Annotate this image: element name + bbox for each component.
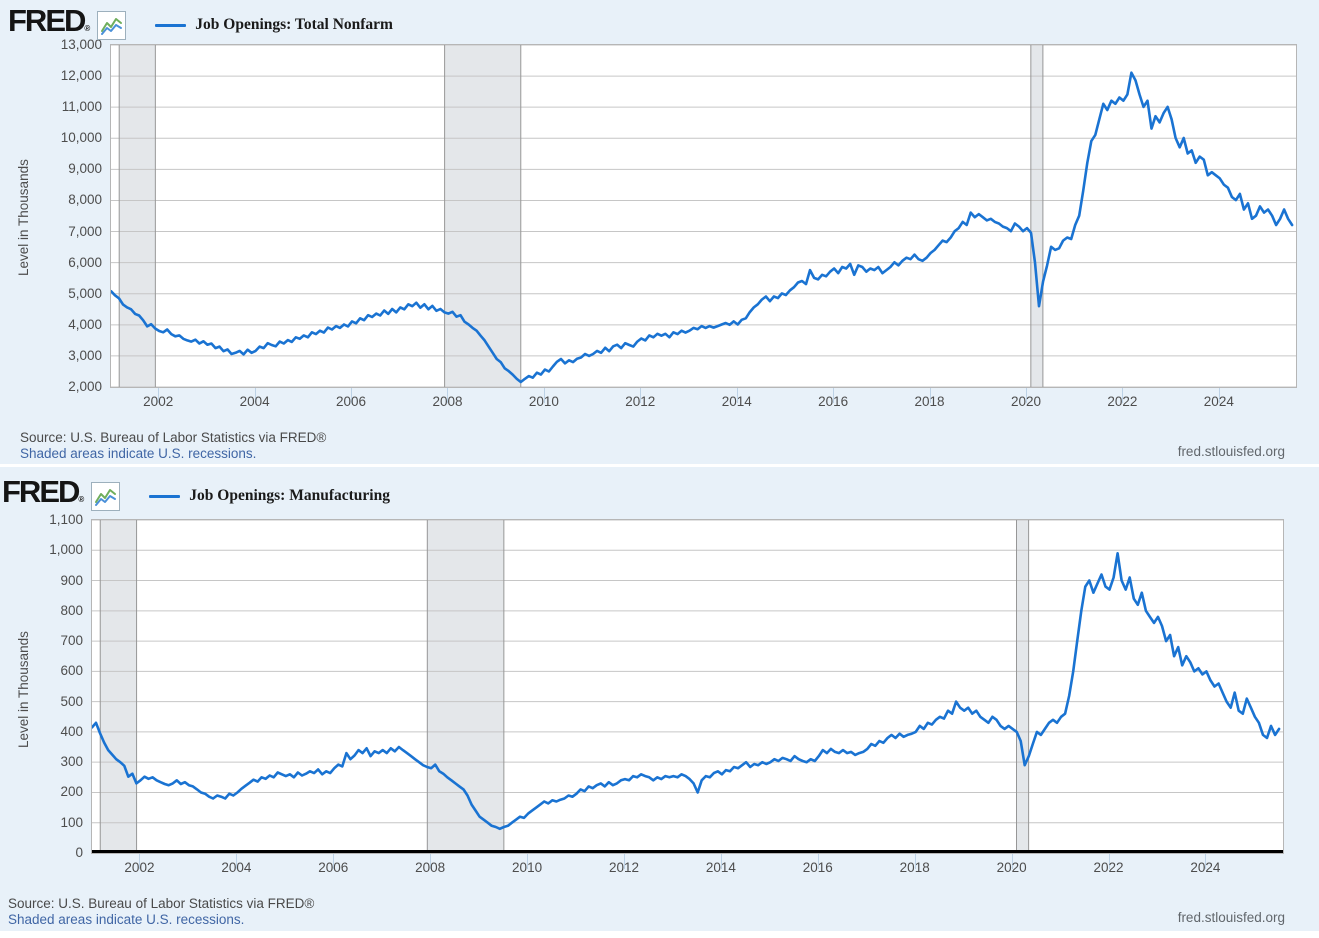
x-tick-mark	[236, 854, 238, 869]
registered-mark: ®	[84, 24, 91, 33]
source-text: Source: U.S. Bureau of Labor Statistics …	[8, 896, 315, 911]
x-tick-label: 2024	[1190, 860, 1221, 875]
x-tick-label: 2018	[914, 394, 945, 409]
legend-line-swatch	[155, 23, 187, 27]
x-tick-mark	[1025, 388, 1027, 403]
y-tick-label: 200	[60, 784, 83, 800]
x-tick-mark	[640, 388, 642, 403]
x-tick-mark	[914, 854, 916, 869]
x-tick-mark	[158, 388, 160, 403]
x-tick-label: 2006	[336, 394, 367, 409]
y-tick-label: 600	[60, 663, 83, 679]
x-tick-label: 2022	[1093, 860, 1124, 875]
x-tick-mark	[254, 388, 256, 403]
x-tick-label: 2008	[415, 860, 446, 875]
chart-panel-manufacturing: FRED® Job Openings: Manufacturing Level …	[0, 467, 1319, 931]
y-tick-label: 400	[60, 723, 83, 739]
y-tick-label: 10,000	[60, 130, 102, 146]
x-tick-mark	[1108, 854, 1110, 869]
fred-logo-link[interactable]: FRED®	[8, 5, 91, 43]
x-tick-label: 2020	[996, 860, 1027, 875]
y-tick-label: 8,000	[68, 192, 102, 208]
y-tick-label: 700	[60, 633, 83, 649]
legend-label: Job Openings: Total Nonfarm	[195, 16, 393, 33]
y-tick-label: 9,000	[68, 161, 102, 177]
y-tick-label: 6,000	[68, 254, 102, 270]
fred-site-link[interactable]: fred.stlouisfed.org	[1177, 444, 1285, 459]
x-tick-mark	[543, 388, 545, 403]
x-tick-label: 2020	[1010, 394, 1041, 409]
y-tick-label: 7,000	[68, 223, 102, 239]
fred-logo-link[interactable]: FRED®	[2, 476, 85, 514]
fred-site-link[interactable]: fred.stlouisfed.org	[1177, 910, 1285, 925]
x-tick-label: 2016	[802, 860, 833, 875]
x-tick-label: 2008	[432, 394, 463, 409]
chart-panel-total-nonfarm: FRED® Job Openings: Total Nonfarm Level …	[0, 0, 1319, 464]
x-tick-mark	[351, 388, 353, 403]
x-tick-label: 2010	[512, 860, 543, 875]
x-tick-label: 2012	[625, 394, 656, 409]
x-tick-mark	[430, 854, 432, 869]
x-tick-mark	[139, 854, 141, 869]
x-tick-label: 2010	[528, 394, 559, 409]
x-tick-label: 2004	[221, 860, 252, 875]
y-tick-label: 500	[60, 693, 83, 709]
y-tick-label: 12,000	[60, 68, 102, 84]
legend-line-swatch	[149, 494, 181, 498]
x-tick-mark	[447, 388, 449, 403]
x-tick-mark	[736, 388, 738, 403]
x-tick-label: 2004	[239, 394, 270, 409]
x-tick-label: 2012	[608, 860, 639, 875]
x-tick-mark	[817, 854, 819, 869]
x-tick-mark	[1205, 854, 1207, 869]
x-tick-mark	[1011, 854, 1013, 869]
legend-label: Job Openings: Manufacturing	[189, 487, 390, 504]
y-tick-label: 5,000	[68, 285, 102, 301]
y-tick-label: 1,100	[49, 512, 83, 527]
y-tick-label: 100	[60, 814, 83, 830]
x-tick-mark	[333, 854, 335, 869]
y-tick-label: 1,000	[49, 542, 83, 558]
fred-chart-icon	[97, 10, 127, 40]
x-tick-mark	[929, 388, 931, 403]
chart-header: FRED® Job Openings: Manufacturing	[2, 476, 390, 514]
x-tick-label: 2002	[124, 860, 155, 875]
y-tick-label: 800	[60, 602, 83, 618]
chart-header: FRED® Job Openings: Total Nonfarm	[8, 5, 393, 43]
x-tick-label: 2002	[143, 394, 174, 409]
x-tick-mark	[1218, 388, 1220, 403]
x-tick-label: 2014	[705, 860, 736, 875]
x-tick-label: 2022	[1107, 394, 1138, 409]
x-tick-label: 2024	[1203, 394, 1234, 409]
recession-note-link[interactable]: Shaded areas indicate U.S. recessions.	[8, 912, 245, 927]
plot-area	[91, 519, 1284, 854]
x-tick-mark	[833, 388, 835, 403]
x-tick-mark	[623, 854, 625, 869]
fred-logo-text: FRED	[2, 474, 80, 509]
legend: Job Openings: Manufacturing	[149, 487, 390, 505]
x-tick-label: 2006	[318, 860, 349, 875]
x-tick-mark	[720, 854, 722, 869]
source-text: Source: U.S. Bureau of Labor Statistics …	[20, 430, 327, 445]
x-tick-label: 2016	[818, 394, 849, 409]
plot-area	[110, 44, 1297, 388]
y-tick-label: 3,000	[68, 347, 102, 363]
x-tick-mark	[1122, 388, 1124, 403]
y-tick-label: 900	[60, 572, 83, 588]
y-tick-label: 2,000	[68, 379, 102, 394]
y-tick-label: 11,000	[61, 99, 102, 115]
y-tick-label: 300	[60, 754, 83, 770]
y-tick-label: 13,000	[60, 37, 102, 52]
legend: Job Openings: Total Nonfarm	[155, 16, 393, 34]
fred-chart-icon	[91, 481, 121, 511]
y-tick-label: 4,000	[68, 316, 102, 332]
registered-mark: ®	[78, 495, 85, 504]
y-tick-label: 0	[75, 845, 83, 860]
recession-note-link[interactable]: Shaded areas indicate U.S. recessions.	[20, 446, 257, 461]
x-tick-label: 2014	[721, 394, 752, 409]
fred-logo-text: FRED	[8, 3, 86, 38]
x-tick-mark	[527, 854, 529, 869]
x-tick-label: 2018	[899, 860, 930, 875]
